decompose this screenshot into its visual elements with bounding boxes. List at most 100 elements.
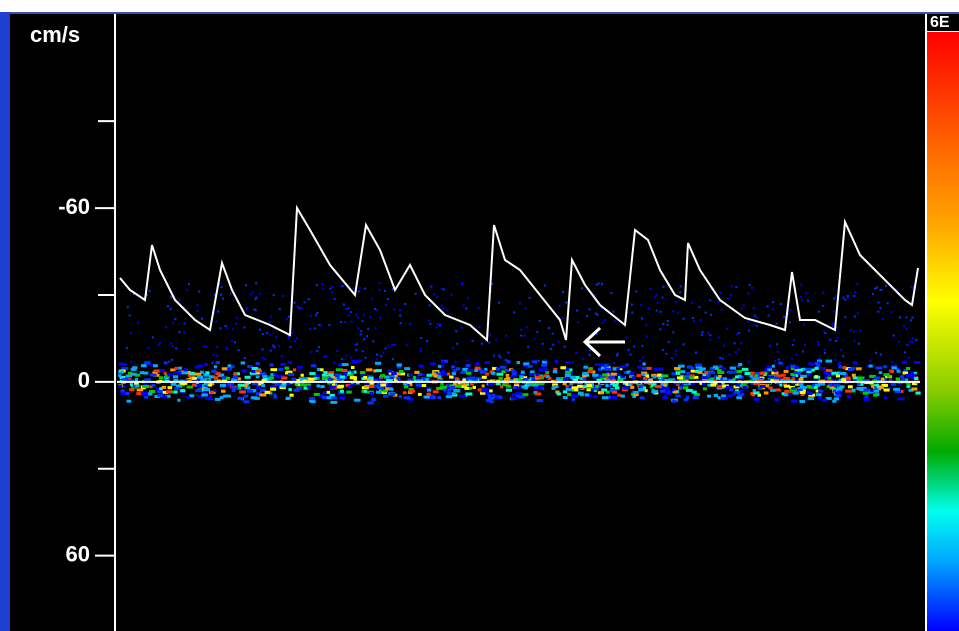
speckle-dot — [216, 346, 219, 349]
speckle-dot — [588, 367, 593, 371]
speckle-dot — [574, 375, 580, 379]
speckle-dot — [237, 377, 241, 381]
speckle-dot — [127, 379, 135, 383]
speckle-dot — [339, 396, 346, 400]
speckle-dot — [365, 368, 373, 372]
speckle-dot — [702, 382, 706, 386]
speckle-dot — [304, 383, 312, 387]
speckle-dot — [272, 294, 275, 297]
speckle-dot — [243, 357, 246, 360]
speckle-dot — [681, 381, 689, 385]
speckle-dot — [387, 383, 392, 387]
speckle-dot — [793, 371, 799, 375]
speckle-dot — [120, 391, 127, 395]
speckle-dot — [610, 372, 617, 376]
speckle-dot — [281, 381, 287, 385]
speckle-dot — [660, 389, 666, 393]
speckle-dot — [505, 334, 508, 337]
speckle-dot — [533, 337, 536, 340]
speckle-dot — [800, 392, 805, 396]
speckle-dot — [673, 390, 678, 394]
speckle-dot — [286, 318, 289, 321]
speckle-dot — [554, 359, 559, 363]
speckle-dot — [790, 372, 796, 376]
speckle-dot — [631, 311, 634, 314]
speckle-dot — [134, 381, 139, 385]
speckle-dot — [287, 360, 292, 364]
speckle-dot — [293, 388, 300, 392]
speckle-dot — [430, 362, 436, 366]
speckle-dot — [416, 379, 424, 383]
speckle-dot — [692, 396, 699, 400]
speckle-dot — [481, 375, 487, 379]
speckle-dot — [906, 343, 909, 346]
speckle-dot — [475, 361, 480, 365]
speckle-dot — [244, 386, 251, 390]
speckle-dot — [817, 341, 820, 344]
speckle-dot — [520, 370, 525, 374]
speckle-dot — [419, 347, 422, 350]
speckle-dot — [405, 344, 408, 347]
speckle-dot — [842, 366, 847, 370]
speckle-dot — [606, 384, 611, 388]
speckle-dot — [148, 389, 156, 393]
speckle-dot — [449, 392, 457, 396]
speckle-dot — [909, 340, 912, 343]
speckle-dot — [216, 372, 221, 376]
speckle-dot — [818, 382, 826, 386]
speckle-dot — [737, 374, 742, 378]
speckle-dot — [258, 382, 264, 386]
speckle-dot — [621, 388, 628, 392]
speckle-dot — [915, 391, 921, 395]
speckle-dot — [773, 360, 776, 363]
speckle-dot — [719, 292, 722, 295]
speckle-dot — [437, 375, 442, 379]
speckle-dot — [662, 323, 665, 326]
speckle-dot — [515, 392, 522, 396]
speckle-dot — [807, 299, 810, 302]
speckle-dot — [545, 375, 550, 379]
speckle-dot — [685, 388, 693, 392]
speckle-dot — [814, 375, 818, 379]
speckle-dot — [837, 390, 842, 394]
speckle-dot — [442, 288, 445, 291]
speckle-dot — [474, 366, 481, 370]
speckle-dot — [806, 385, 812, 389]
speckle-dot — [653, 367, 658, 371]
speckle-dot — [520, 334, 523, 337]
speckle-dot — [340, 285, 343, 288]
speckle-dot — [396, 363, 402, 367]
speckle-dot — [460, 370, 467, 374]
speckle-dot — [846, 297, 849, 300]
speckle-dot — [827, 383, 833, 387]
speckle-dot — [147, 346, 150, 349]
speckle-dot — [188, 347, 191, 350]
speckle-dot — [603, 319, 606, 322]
speckle-dot — [195, 389, 203, 393]
speckle-dot — [127, 371, 133, 375]
speckle-dot — [378, 282, 381, 285]
speckle-dot — [525, 326, 528, 329]
speckle-dot — [766, 305, 769, 308]
speckle-dot — [449, 384, 454, 388]
speckle-dot — [196, 375, 204, 379]
speckle-dot — [438, 324, 441, 327]
speckle-dot — [428, 378, 435, 382]
speckle-dot — [755, 325, 758, 328]
speckle-dot — [169, 342, 172, 345]
speckle-dot — [399, 314, 402, 317]
speckle-dot — [881, 383, 888, 387]
speckle-dot — [767, 368, 772, 372]
speckle-dot — [814, 361, 821, 365]
speckle-dot — [853, 339, 856, 342]
speckle-dot — [270, 315, 273, 318]
speckle-dot — [808, 393, 816, 397]
speckle-dot — [905, 327, 908, 330]
speckle-dot — [219, 383, 227, 387]
speckle-dot — [358, 286, 361, 289]
speckle-dot — [829, 338, 832, 341]
speckle-dot — [159, 387, 163, 391]
speckle-dot — [326, 390, 331, 394]
speckle-dot — [833, 297, 836, 300]
speckle-dot — [682, 343, 685, 346]
